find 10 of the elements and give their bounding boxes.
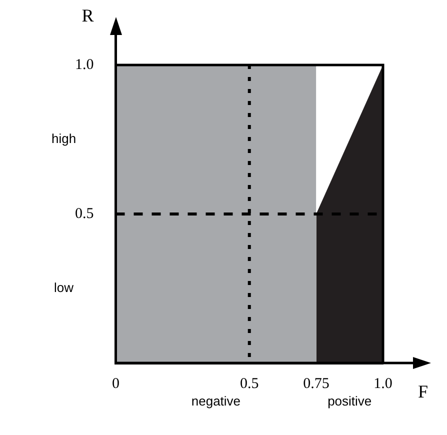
y-axis-title: R	[82, 6, 94, 26]
x-tick-label: 0	[112, 376, 120, 392]
text: low	[54, 280, 74, 296]
text: negative	[191, 394, 241, 409]
x-tick-label: 0.75	[303, 376, 330, 392]
text: high	[51, 131, 76, 146]
x-axis-title: F	[418, 382, 428, 402]
x-tick-label: 0.5	[240, 376, 259, 392]
text: positive	[328, 394, 372, 409]
x-tick-label: 1.0	[374, 376, 392, 392]
